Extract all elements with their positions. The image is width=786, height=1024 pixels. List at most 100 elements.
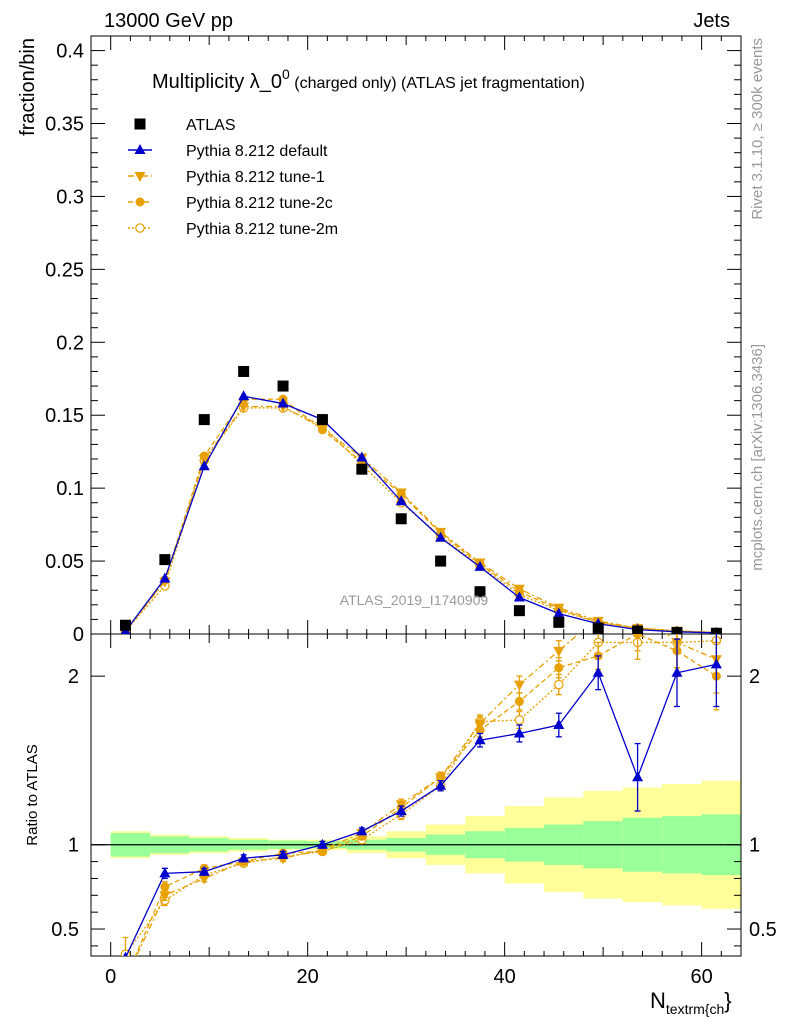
point-pythia-8-212-default bbox=[513, 591, 525, 602]
ratio-point-pythia-8-212-default bbox=[553, 719, 565, 730]
ratio-uncertainty-bands bbox=[91, 780, 741, 909]
y-tick-label: 0.4 bbox=[56, 41, 84, 63]
ratio-line-pythia-8-212-default bbox=[125, 663, 717, 956]
ratio-point-pythia-8-212-tune-1 bbox=[513, 680, 525, 691]
line-pythia-8-212-tune-2m bbox=[124, 407, 717, 634]
point-pythia-8-212-tune-1 bbox=[395, 488, 407, 499]
y-tick-label: 0.2 bbox=[56, 332, 84, 354]
point-atlas bbox=[356, 463, 368, 475]
ratio-point-pythia-8-212-tune-2c bbox=[554, 663, 564, 673]
x-tick-label: 60 bbox=[690, 966, 712, 988]
data-series bbox=[119, 365, 722, 986]
ratio-line-pythia-8-212-tune-1 bbox=[135, 634, 717, 956]
legend: ATLAS Pythia 8.212 default Pythia 8.212 tu… bbox=[128, 117, 338, 238]
rivet-label: Rivet 3.1.10, ≥ 300k events bbox=[749, 38, 766, 220]
point-atlas bbox=[710, 627, 722, 634]
header-right: Jets bbox=[693, 10, 730, 32]
ratio-point-pythia-8-212-default bbox=[395, 805, 407, 816]
point-pythia-8-212-default bbox=[277, 397, 289, 408]
point-atlas bbox=[435, 555, 447, 567]
ratio-point-pythia-8-212-tune-2m bbox=[554, 679, 564, 690]
x-axis-label-suffix: } bbox=[724, 988, 731, 1013]
ratio-point-pythia-8-212-tune-1 bbox=[435, 773, 447, 784]
main-title-subtitle: (charged only) (ATLAS jet fragmentation) bbox=[290, 75, 585, 92]
line-pythia-8-212-tune-1 bbox=[124, 405, 717, 634]
y-tick-label: 0.15 bbox=[45, 405, 84, 427]
main-series bbox=[119, 365, 722, 634]
legend-label-pythia-8-212-tune-1: Pythia 8.212 tune-1 bbox=[186, 169, 325, 186]
ratio-line-pythia-8-212-tune-2m bbox=[124, 640, 717, 955]
ratio-point-pythia-8-212-default bbox=[435, 779, 447, 790]
x-axis-label: Ntextrm{ch} bbox=[650, 988, 732, 1017]
point-pythia-8-212-tune-1 bbox=[513, 584, 525, 595]
point-atlas bbox=[277, 380, 289, 392]
point-atlas bbox=[513, 605, 525, 617]
ratio-point-pythia-8-212-tune-1 bbox=[474, 719, 486, 730]
ratio-point-pythia-8-212-default bbox=[671, 666, 683, 677]
x-tick-label: 40 bbox=[494, 966, 516, 988]
point-pythia-8-212-default bbox=[395, 495, 407, 506]
point-pythia-8-212-default bbox=[159, 572, 171, 583]
point-pythia-8-212-default bbox=[435, 531, 447, 542]
ratio-point-pythia-8-212-default bbox=[710, 658, 722, 669]
ratio-ylabel: Ratio to ATLAS bbox=[24, 744, 41, 845]
ratio-point-pythia-8-212-default bbox=[277, 848, 289, 859]
point-atlas bbox=[592, 622, 604, 634]
axes-frames bbox=[90, 35, 742, 957]
ratio-y-tick-label-right: 2 bbox=[749, 666, 760, 688]
point-pythia-8-212-default bbox=[474, 560, 486, 571]
ratio-point-pythia-8-212-tune-1 bbox=[120, 976, 131, 986]
ratio-y-tick-label-right: 0.5 bbox=[749, 919, 777, 941]
main-title-superscript: 0 bbox=[282, 66, 290, 82]
legend-label-pythia-8-212-tune-2c: Pythia 8.212 tune-2c bbox=[186, 195, 333, 212]
point-atlas bbox=[198, 414, 210, 426]
ratio-point-pythia-8-212-default bbox=[316, 838, 328, 849]
ratio-y-tick-label-left: 0.5 bbox=[51, 919, 79, 941]
ratio-point-pythia-8-212-default bbox=[356, 825, 368, 836]
point-atlas bbox=[395, 513, 407, 525]
legend-label-pythia-8-212-default: Pythia 8.212 default bbox=[186, 143, 328, 160]
point-atlas bbox=[119, 619, 131, 631]
main-ylabel: fraction/bin bbox=[17, 38, 39, 136]
y-tick-label: 0.05 bbox=[45, 551, 84, 573]
ratio-point-pythia-8-212-default bbox=[159, 867, 171, 878]
main-title: Multiplicity λ_00 (charged only) (ATLAS … bbox=[152, 66, 585, 93]
line-pythia-8-212-default bbox=[124, 395, 717, 634]
ratio-point-pythia-8-212-default bbox=[123, 951, 128, 956]
point-atlas bbox=[474, 586, 486, 598]
line-pythia-8-212-tune-2c bbox=[124, 398, 717, 634]
point-pythia-8-212-default bbox=[198, 460, 210, 471]
point-pythia-8-212-default bbox=[238, 390, 250, 401]
ratio-point-pythia-8-212-default bbox=[238, 852, 250, 863]
ratio-frame bbox=[90, 633, 742, 957]
ratio-point-pythia-8-212-tune-2c bbox=[633, 634, 643, 639]
y-tick-label: 0.35 bbox=[45, 114, 84, 136]
point-atlas bbox=[238, 365, 250, 377]
point-pythia-8-212-default bbox=[356, 451, 368, 462]
ratio-point-pythia-8-212-tune-1 bbox=[632, 605, 643, 615]
ratio-point-pythia-8-212-default bbox=[592, 666, 604, 677]
ratio-point-pythia-8-212-default bbox=[474, 734, 486, 745]
point-pythia-8-212-default bbox=[553, 607, 565, 618]
point-atlas bbox=[553, 616, 565, 628]
ratio-point-pythia-8-212-tune-1 bbox=[553, 646, 565, 657]
ratio-y-tick-label-left: 1 bbox=[68, 835, 79, 857]
ratio-point-pythia-8-212-default bbox=[513, 727, 525, 738]
ratio-point-pythia-8-212-default bbox=[198, 865, 210, 876]
point-pythia-8-212-tune-1 bbox=[316, 424, 328, 435]
ratio-point-pythia-8-212-tune-1 bbox=[159, 891, 171, 902]
y-tick-label: 0 bbox=[73, 624, 84, 646]
ratio-point-pythia-8-212-default bbox=[632, 771, 644, 782]
legend-label-atlas: ATLAS bbox=[186, 117, 236, 134]
point-pythia-8-212-tune-1 bbox=[198, 454, 210, 465]
ratio-point-pythia-8-212-tune-2m bbox=[514, 715, 525, 725]
ratio-point-pythia-8-212-tune-2c bbox=[514, 696, 524, 706]
point-pythia-8-212-tune-1 bbox=[238, 402, 250, 413]
header-left: 13000 GeV pp bbox=[104, 10, 233, 32]
ratio-point-pythia-8-212-tune-2c bbox=[121, 975, 130, 984]
legend-label-pythia-8-212-tune-2m: Pythia 8.212 tune-2m bbox=[186, 221, 338, 238]
ratio-y-tick-label-right: 1 bbox=[749, 835, 760, 857]
x-tick-label: 0 bbox=[105, 966, 116, 988]
